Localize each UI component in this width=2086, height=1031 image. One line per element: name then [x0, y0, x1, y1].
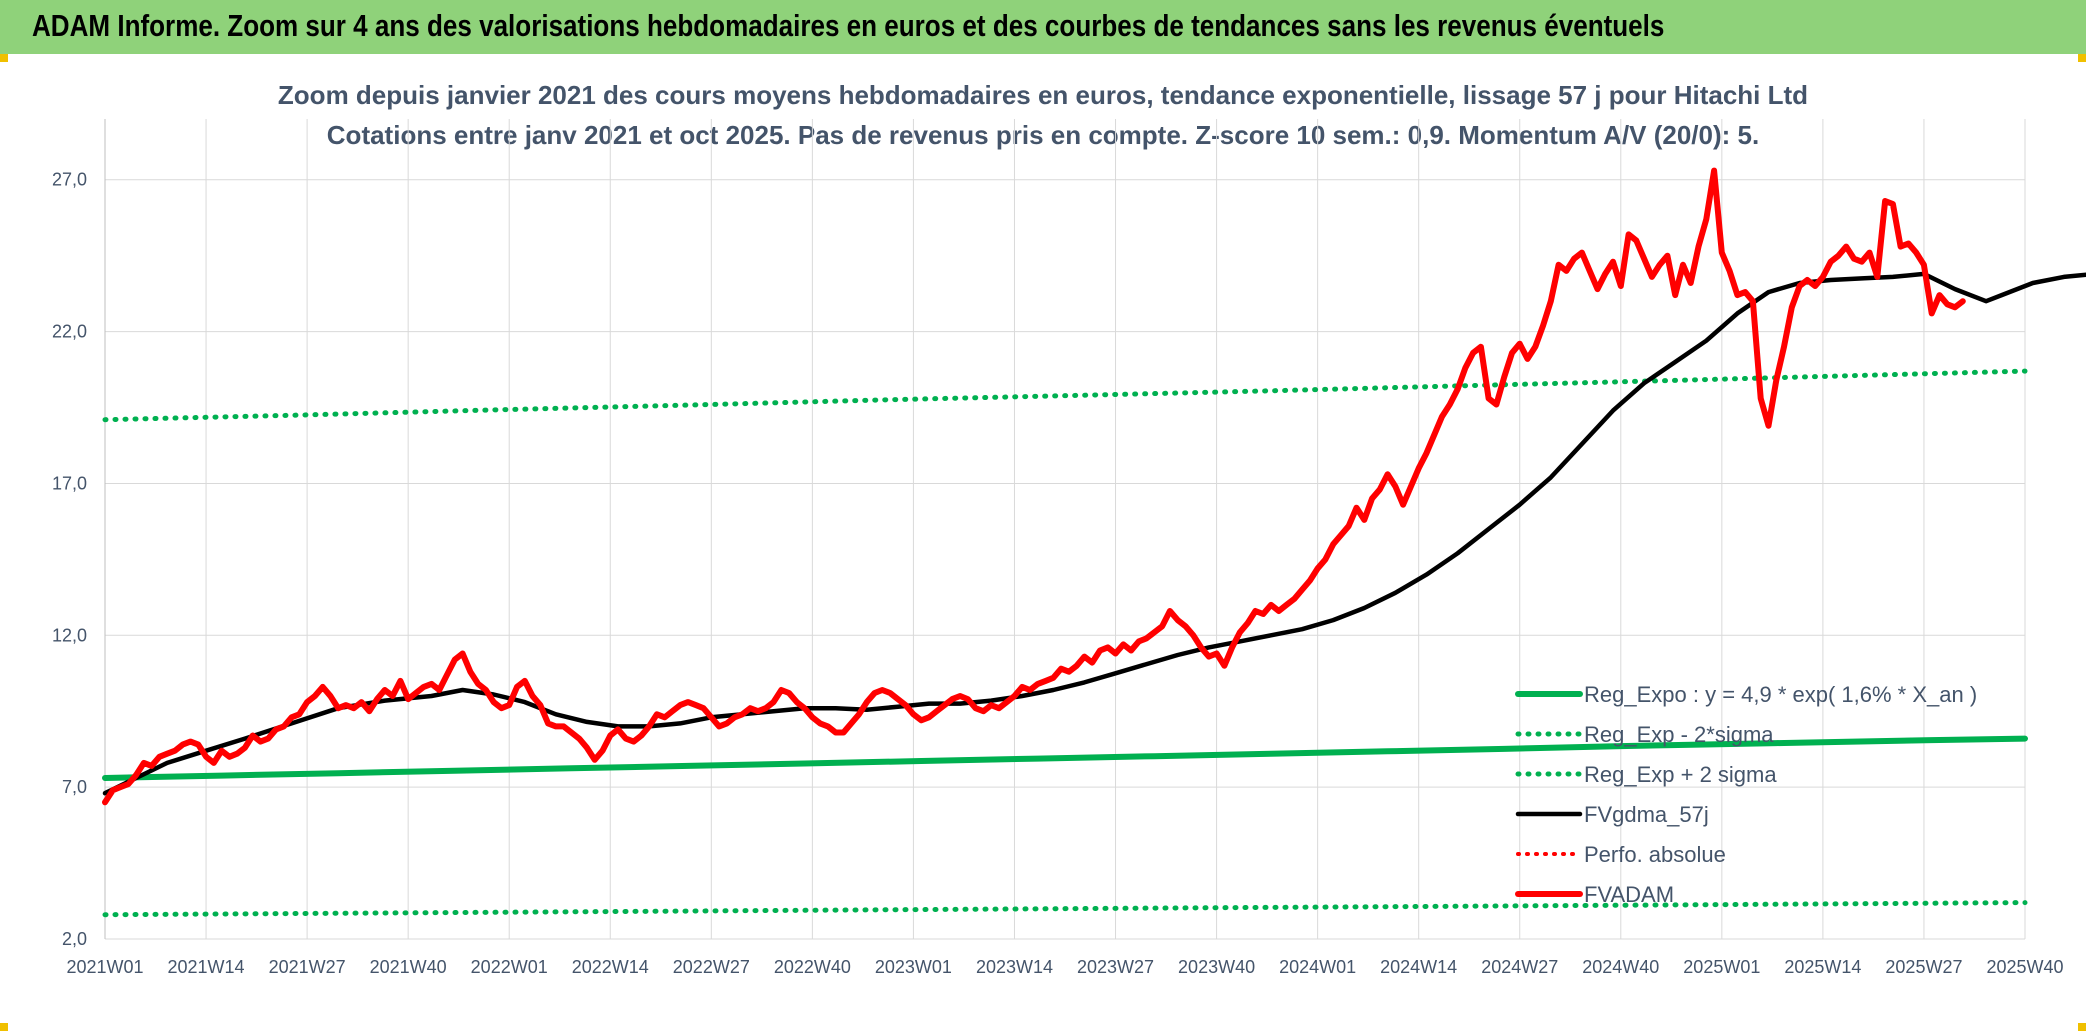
page-banner: ADAM Informe. Zoom sur 4 ans des valoris…	[0, 0, 2086, 56]
frame-corner-handle[interactable]	[2078, 1023, 2086, 1031]
series-line-3	[102, 271, 2086, 796]
y-tick-label: 2,0	[62, 929, 87, 949]
series-line-2	[102, 368, 2028, 423]
x-tick-label: 2025W27	[1885, 957, 1962, 977]
banner-title: ADAM Informe. Zoom sur 4 ans des valoris…	[32, 8, 1665, 43]
x-tick-label: 2022W40	[774, 957, 851, 977]
chart-frame: Zoom depuis janvier 2021 des cours moyen…	[0, 54, 2086, 1031]
series-line-1	[102, 900, 2028, 918]
chart-title-line: Cotations entre janv 2021 et oct 2025. P…	[327, 120, 1759, 150]
series-line-0	[102, 735, 2028, 781]
x-tick-label: 2023W40	[1178, 957, 1255, 977]
x-tick-label: 2023W14	[976, 957, 1053, 977]
legend-label: Perfo. absolue	[1584, 842, 1726, 867]
y-tick-label: 7,0	[62, 777, 87, 797]
x-tick-label: 2024W40	[1582, 957, 1659, 977]
x-tick-label: 2022W01	[471, 957, 548, 977]
x-tick-label: 2021W14	[168, 957, 245, 977]
legend-label: FVgdma_57j	[1584, 802, 1709, 827]
series-line-5	[102, 167, 1966, 806]
x-tick-label: 2021W40	[370, 957, 447, 977]
x-tick-label: 2022W14	[572, 957, 649, 977]
y-tick-label: 12,0	[52, 625, 87, 645]
frame-corner-handle[interactable]	[0, 54, 8, 62]
line-chart: Zoom depuis janvier 2021 des cours moyen…	[52, 80, 2086, 977]
x-tick-label: 2023W27	[1077, 957, 1154, 977]
x-tick-label: 2022W27	[673, 957, 750, 977]
legend-label: Reg_Exp + 2 sigma	[1584, 762, 1777, 787]
x-tick-label: 2024W14	[1380, 957, 1457, 977]
frame-corner-handle[interactable]	[2078, 54, 2086, 62]
x-tick-label: 2025W14	[1784, 957, 1861, 977]
x-tick-label: 2021W27	[269, 957, 346, 977]
y-tick-label: 17,0	[52, 473, 87, 493]
x-tick-label: 2025W40	[1986, 957, 2063, 977]
y-tick-label: 27,0	[52, 170, 87, 190]
x-tick-label: 2024W27	[1481, 957, 1558, 977]
y-tick-label: 22,0	[52, 322, 87, 342]
legend-label: FVADAM	[1584, 882, 1674, 907]
frame-corner-handle[interactable]	[0, 1023, 8, 1031]
x-tick-label: 2021W01	[66, 957, 143, 977]
x-tick-label: 2023W01	[875, 957, 952, 977]
chart-title-line: Zoom depuis janvier 2021 des cours moyen…	[278, 80, 1808, 110]
legend-label: Reg_Expo : y = 4,9 * exp( 1,6% * X_an )	[1584, 682, 1977, 707]
x-tick-label: 2024W01	[1279, 957, 1356, 977]
x-tick-label: 2025W01	[1683, 957, 1760, 977]
legend-label: Reg_Exp - 2*sigma	[1584, 722, 1774, 747]
